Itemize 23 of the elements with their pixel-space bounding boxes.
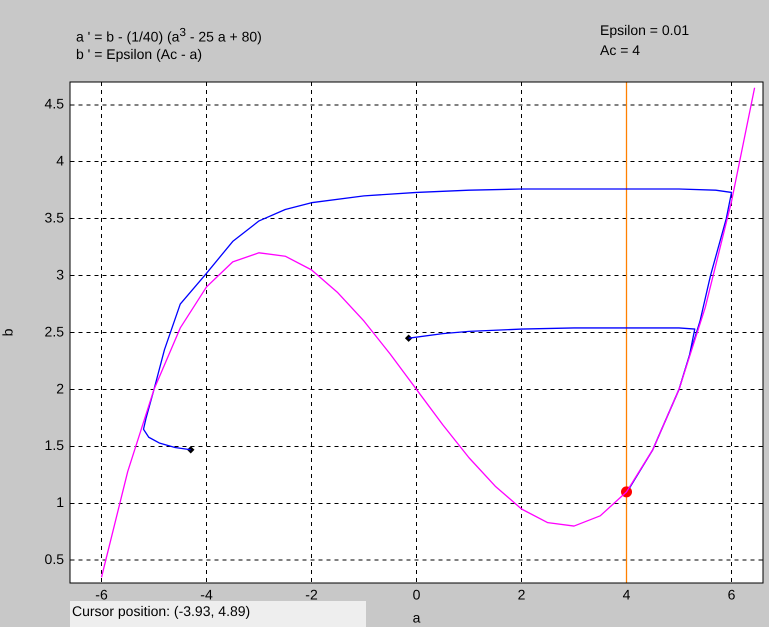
x-axis-title: a — [412, 609, 421, 626]
y-tick-label: 4 — [56, 152, 64, 169]
text: Epsilon = 0.01 — [600, 22, 690, 38]
y-tick-label: 1.5 — [44, 437, 64, 454]
y-tick-label: 1 — [56, 494, 64, 510]
x-tick-label: 6 — [728, 586, 736, 602]
x-tick-label: -6 — [95, 586, 108, 602]
x-tick-label: 4 — [622, 586, 631, 602]
text: Ac = 4 — [600, 42, 640, 58]
y-tick-label: 3.5 — [44, 209, 64, 226]
x-tick-label: -4 — [200, 586, 213, 602]
y-tick-label: 2 — [56, 380, 64, 396]
text: a ' = b - (1/40) (a$^{3}$ - 25 a + 80) — [76, 26, 262, 45]
x-tick-label: -2 — [305, 586, 318, 602]
text: Cursor position: (-3.93, 4.89) — [70, 601, 366, 627]
y-tick-label: 0.5 — [44, 551, 64, 568]
y-tick-label: 4.5 — [44, 96, 64, 112]
y-tick-label: 3 — [56, 266, 64, 282]
y-tick-label: 2.5 — [44, 323, 64, 340]
x-tick-label: 2 — [518, 586, 526, 602]
y-axis-title: b — [0, 328, 16, 336]
x-tick-label: 0 — [412, 586, 421, 602]
text: b ' = Epsilon (Ac - a) — [76, 46, 202, 62]
